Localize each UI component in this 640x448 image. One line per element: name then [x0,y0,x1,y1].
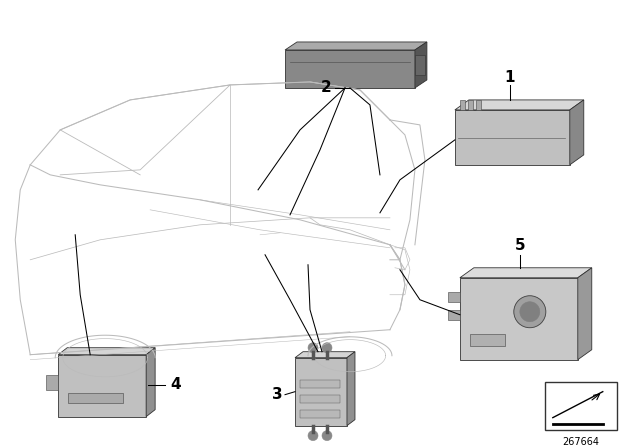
Bar [300,409,340,418]
Polygon shape [285,42,427,50]
Text: 4: 4 [171,377,181,392]
Bar [68,392,123,403]
Text: 5: 5 [515,238,525,253]
Bar [295,358,347,426]
Bar [58,355,146,417]
Bar [300,379,340,388]
Bar [468,100,473,110]
Bar [470,334,505,346]
Bar [476,100,481,110]
Polygon shape [455,100,584,110]
Polygon shape [570,100,584,165]
Bar [455,110,570,165]
Circle shape [520,302,540,322]
Polygon shape [347,352,355,426]
Circle shape [322,431,332,441]
Polygon shape [460,268,592,278]
Circle shape [308,431,318,441]
Polygon shape [578,268,592,360]
Polygon shape [415,42,427,88]
Bar [448,310,460,320]
Circle shape [514,296,546,328]
Bar [46,375,58,390]
Polygon shape [295,352,355,358]
Text: 2: 2 [321,81,332,95]
Bar [285,50,415,88]
Bar [460,100,465,110]
Bar [300,395,340,403]
Text: 3: 3 [272,387,282,402]
Circle shape [322,343,332,353]
Bar [448,292,460,302]
Bar [415,55,425,75]
Polygon shape [146,348,155,417]
Bar [460,278,578,360]
Circle shape [308,343,318,353]
Text: 267664: 267664 [563,437,599,447]
Text: 1: 1 [504,70,515,86]
Polygon shape [58,348,155,355]
Bar [545,382,617,430]
